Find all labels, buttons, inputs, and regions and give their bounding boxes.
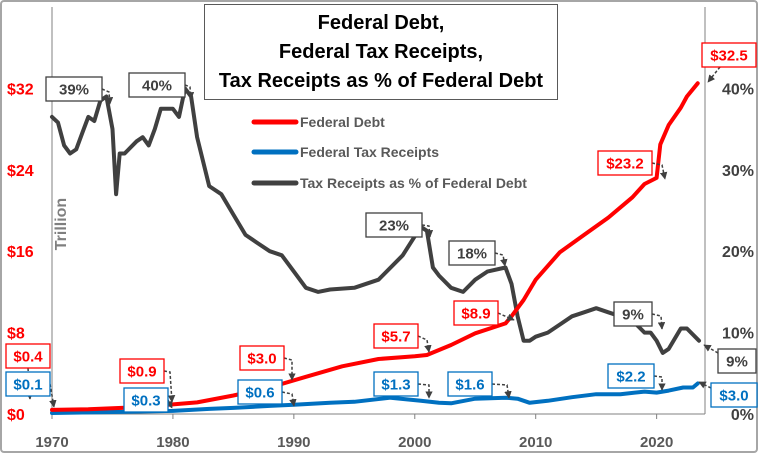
annotation-box bbox=[119, 358, 165, 384]
title-line-1: Federal Debt, bbox=[205, 9, 557, 38]
annotation-label: $0.3 bbox=[131, 393, 160, 410]
annotation-label: $0.9 bbox=[127, 364, 156, 381]
annotation-arrow bbox=[101, 88, 114, 105]
annotation-arrow bbox=[494, 252, 508, 267]
annotation-label: 40% bbox=[142, 78, 172, 95]
title-line-1-text: Federal Debt bbox=[317, 12, 439, 34]
series-line-receipts-pct-debt bbox=[50, 86, 701, 355]
annotation-arrow bbox=[651, 162, 668, 180]
annotation-label: $32.5 bbox=[710, 48, 748, 65]
annotation-label: $23.2 bbox=[606, 156, 644, 173]
annotation-arrow bbox=[421, 224, 434, 238]
title-line-3-text: Tax Receipts as % of Federal Debt bbox=[218, 70, 544, 92]
annotation-box bbox=[373, 371, 419, 397]
annotation-box bbox=[239, 345, 285, 371]
annotation-box bbox=[453, 300, 499, 326]
annotation-box bbox=[447, 371, 493, 397]
annotation-box bbox=[365, 212, 423, 238]
annotation-box bbox=[5, 343, 51, 369]
annotation-label: $3.0 bbox=[719, 388, 748, 405]
annotation-label: $2.2 bbox=[616, 369, 645, 386]
chart-title: Federal Debt, Federal Tax Receipts, Tax … bbox=[204, 4, 558, 100]
legend-label: Federal Debt bbox=[300, 114, 385, 130]
y-left-tick-label: $0 bbox=[7, 407, 25, 424]
annotation-box bbox=[701, 42, 757, 68]
x-tick-label: 2000 bbox=[398, 434, 431, 451]
title-line-2-text: Federal Tax Receipts bbox=[278, 41, 478, 63]
annotation-arrow bbox=[163, 370, 176, 403]
annotation-arrow bbox=[491, 383, 512, 399]
title-line-3: Tax Receipts as % of Federal Debt bbox=[205, 67, 557, 96]
annotation-box bbox=[45, 76, 103, 102]
x-tick-label: 1970 bbox=[35, 434, 68, 451]
annotation-label: $1.3 bbox=[381, 377, 410, 394]
y-left-tick-label: $24 bbox=[7, 163, 34, 180]
x-tick-label: 2020 bbox=[640, 434, 673, 451]
annotation-box bbox=[237, 379, 283, 405]
y-right-tick-label: 20% bbox=[722, 244, 754, 261]
annotation-box bbox=[128, 72, 186, 98]
annotation-label: 18% bbox=[457, 246, 487, 263]
annotation-label: 9% bbox=[726, 354, 748, 371]
y-axis-label: Trillion bbox=[53, 198, 70, 250]
annotation-arrow bbox=[707, 66, 721, 83]
y-right-tick-label: 0% bbox=[731, 407, 754, 424]
annotation-arrow bbox=[281, 391, 297, 407]
annotation-arrow bbox=[417, 335, 432, 353]
y-left-tick-label: $16 bbox=[7, 244, 34, 261]
annotation-arrow bbox=[283, 357, 296, 381]
y-right-tick-label: 10% bbox=[722, 326, 754, 343]
annotation-box bbox=[448, 240, 496, 266]
annotation-label: $0.1 bbox=[13, 377, 42, 394]
annotation-box bbox=[373, 323, 419, 349]
annotation-label: $0.4 bbox=[13, 349, 43, 366]
annotation-arrow bbox=[49, 383, 57, 408]
annotation-label: $5.7 bbox=[381, 329, 410, 346]
title-line-2: Federal Tax Receipts, bbox=[205, 38, 557, 67]
y-right-tick-label: 30% bbox=[722, 163, 754, 180]
x-tick-label: 1990 bbox=[277, 434, 310, 451]
annotation-box bbox=[123, 387, 169, 413]
annotation-box bbox=[613, 301, 653, 327]
annotation-box bbox=[597, 150, 653, 176]
annotation-label: 39% bbox=[59, 82, 89, 99]
annotation-label: 9% bbox=[622, 307, 644, 324]
y-left-tick-label: $32 bbox=[7, 81, 34, 98]
annotation-box bbox=[5, 371, 51, 397]
annotation-arrow bbox=[698, 381, 712, 389]
y-left-tick-label: $8 bbox=[7, 326, 25, 343]
annotation-box bbox=[607, 363, 655, 389]
series-line-federal-debt bbox=[50, 81, 700, 412]
annotation-arrow bbox=[703, 344, 719, 354]
series-line-tax-receipts bbox=[50, 381, 700, 415]
annotation-label: $8.9 bbox=[461, 306, 490, 323]
annotation-label: $0.6 bbox=[245, 385, 274, 402]
annotation-arrow bbox=[497, 312, 515, 321]
legend-label: Federal Tax Receipts bbox=[300, 144, 439, 160]
x-tick-label: 2010 bbox=[519, 434, 552, 451]
annotation-label: $1.6 bbox=[455, 377, 484, 394]
annotation-arrow bbox=[184, 84, 195, 100]
title-line-2-suffix: , bbox=[477, 41, 484, 63]
annotation-label: $3.0 bbox=[247, 351, 276, 368]
title-line-1-suffix: , bbox=[438, 12, 445, 34]
annotation-label: 23% bbox=[379, 218, 409, 235]
annotation-box bbox=[710, 382, 758, 408]
annotation-arrow bbox=[653, 375, 666, 391]
legend-label: Tax Receipts as % of Federal Debt bbox=[300, 175, 527, 191]
annotation-arrow bbox=[165, 399, 173, 409]
annotation-box bbox=[717, 348, 757, 374]
y-right-tick-label: 40% bbox=[722, 81, 754, 98]
x-tick-label: 1980 bbox=[156, 434, 189, 451]
annotation-arrow bbox=[417, 383, 433, 399]
annotation-arrow bbox=[651, 313, 666, 330]
